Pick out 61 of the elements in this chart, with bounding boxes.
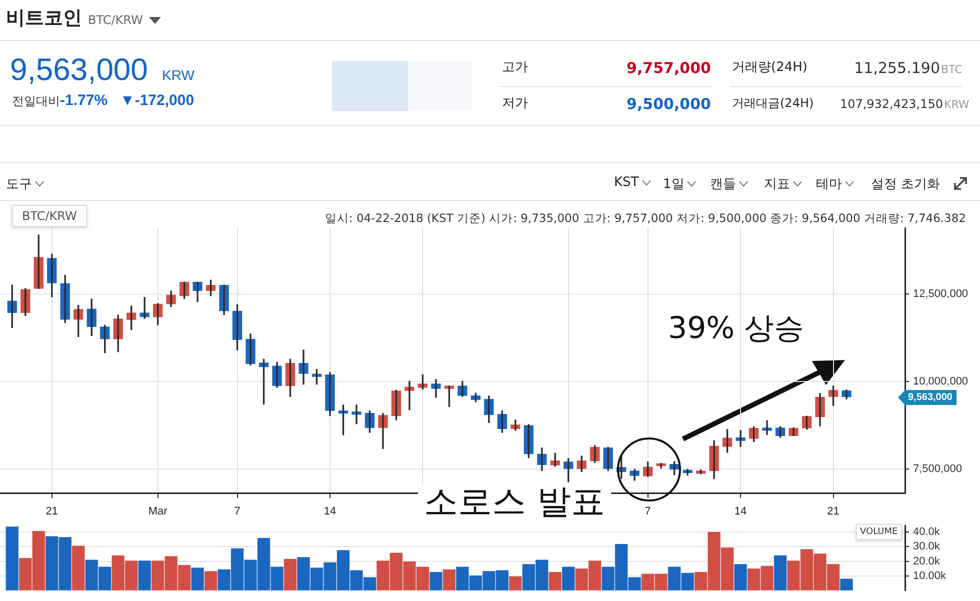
text: 비트코인 [6,7,82,29]
bar [562,566,575,590]
bar [840,578,853,590]
bar [774,555,787,590]
text: 일시: 04-22-2018 (KST 기준) 시가: 9,735,000 고가: 9,757,000 저가: 9,500,000 종가: 9,564,000 거래량: 7,746.382 [324,211,966,225]
x-tick-label: 14 [734,506,747,518]
bar [548,572,562,590]
text: 9,757,000 [626,59,711,77]
bar [734,564,747,590]
y-tick-label: 20.0k [913,555,940,568]
text: 거래대금(24H) [732,96,814,110]
text: 지표 [764,176,790,193]
x-tick-label: 21 [827,506,840,518]
chart-title: VOLUME [856,524,902,540]
text: 도구 [6,176,32,193]
x-tick-label: 7 [234,506,240,518]
bar [138,560,151,590]
annotation: 39% 상승 [668,311,804,346]
bar [6,526,18,590]
text: KST [614,175,639,190]
text: 캔들 [710,176,736,193]
candlestick [696,470,706,474]
text: 1일 [663,176,684,193]
y-tick-label: 30.0k [913,540,940,553]
x-tick-label: Mar [148,506,168,518]
candlestick [444,386,454,407]
text: BTC/KRW [88,13,143,28]
text: 107,932,423,150 [840,97,943,112]
text: 11,255.190 [854,59,940,77]
y-tick-label: 12,500,000 [913,288,968,300]
bar [191,568,204,590]
y-tick-label: 10.00k [913,570,947,582]
y-tick-label: 10,000,000 [913,376,968,388]
x-tick-label: 21 [46,506,58,518]
annotation: 소로스 발표 [418,482,611,522]
bar [509,576,522,590]
text: KRW [944,98,970,112]
text: 테마 [816,176,842,193]
text: 고가 [502,60,528,76]
text: 9,500,000 [626,95,711,113]
bar [204,571,218,590]
y-tick-label: 40.0k [913,526,940,538]
text: BTC [941,63,962,76]
text: 전일대비 [12,94,60,108]
text: KRW [162,67,194,84]
bar [430,572,442,590]
bar [284,558,297,590]
candlestick [762,420,772,435]
text: 9,563,000 [898,390,956,405]
text: 저가 [502,96,528,112]
y-tick-label: 7,500,000 [913,462,962,475]
text: -1.77% [60,92,108,110]
x-tick-label: 14 [324,506,336,518]
x-tick-label: 7 [644,506,651,518]
text: 설정 초기화 [871,176,940,193]
text: 거래량(24H) [732,60,808,76]
bar [72,546,85,590]
text: ▼-172,000 [120,92,194,110]
bar [442,569,456,590]
chart-title: BTC/KRW [12,205,87,227]
text: 9,563,000 [10,52,148,88]
